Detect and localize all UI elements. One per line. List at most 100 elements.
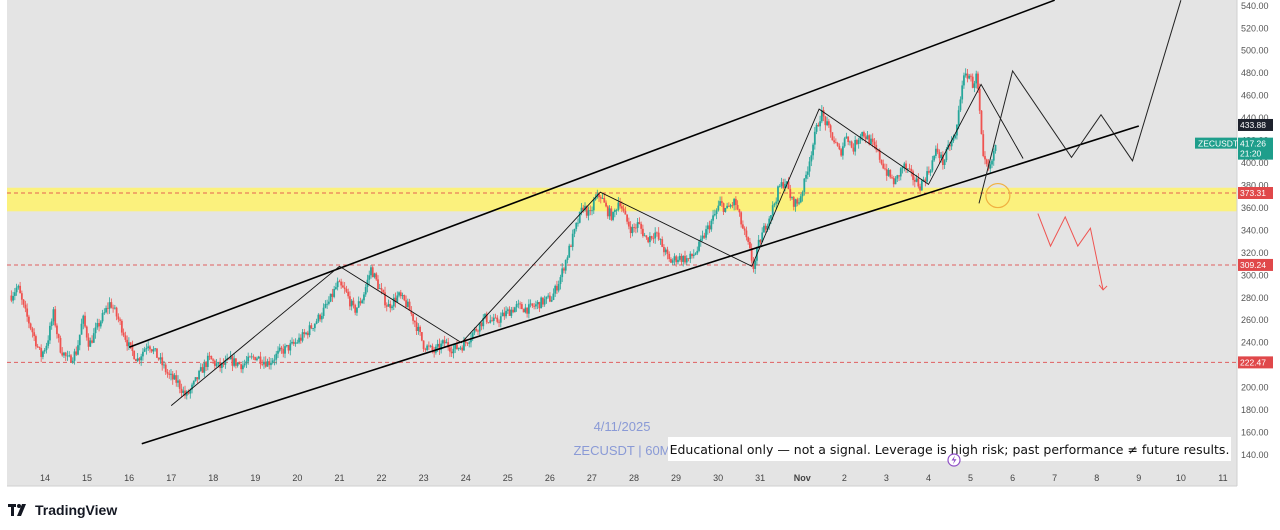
candle-147	[268, 356, 271, 370]
candle-125	[229, 350, 232, 360]
candle-157	[285, 344, 288, 348]
candle-body	[868, 135, 871, 145]
y-tick-label-12: 380.00	[1241, 180, 1269, 190]
candle-body	[775, 201, 778, 204]
candle-body	[13, 292, 16, 296]
candle-body	[641, 228, 644, 236]
candle-body	[636, 222, 639, 228]
candle-body	[964, 73, 967, 76]
candle-542	[961, 80, 964, 104]
candle-body	[42, 351, 44, 357]
candle-350	[624, 206, 627, 215]
candle-357	[636, 218, 639, 233]
candle-body	[587, 210, 590, 216]
candle-318	[568, 243, 571, 259]
candle-42	[84, 311, 86, 329]
x-tick-label-23: 6	[1010, 473, 1015, 483]
candle-294	[526, 307, 529, 318]
candle-259	[464, 338, 467, 347]
candle-12	[31, 326, 34, 338]
candle-137	[250, 352, 253, 360]
candle-161	[292, 339, 295, 346]
y-tick-label-3: 200.00	[1241, 383, 1269, 393]
candle-body	[520, 304, 523, 310]
candle-307	[549, 292, 551, 303]
candle-291	[520, 301, 523, 310]
forecast-down-arrowhead	[1098, 284, 1108, 291]
candle-body	[745, 230, 748, 238]
candle-449	[798, 197, 800, 206]
candle-body	[317, 314, 320, 322]
candle-body	[240, 364, 243, 370]
candle-87	[163, 360, 165, 369]
candle-204	[368, 270, 371, 286]
candle-body	[442, 340, 444, 344]
candle-body	[70, 355, 72, 363]
candle-356	[634, 223, 637, 234]
candle-body	[910, 168, 913, 172]
candle-body	[420, 332, 423, 341]
candle-body	[350, 300, 353, 307]
candle-body	[487, 322, 490, 324]
candle-body	[594, 197, 597, 200]
candle-body	[489, 320, 492, 323]
candle-body	[764, 225, 767, 230]
candle-body	[273, 359, 276, 361]
candle-156	[284, 343, 286, 359]
tradingview-brand[interactable]: TradingView	[8, 500, 117, 520]
candle-body	[99, 321, 102, 327]
candle-body	[234, 358, 237, 366]
candle-319	[570, 244, 572, 248]
candle-body	[133, 350, 136, 360]
candle-468	[831, 132, 834, 141]
candle-20	[45, 342, 48, 354]
candle-558	[989, 161, 992, 173]
candle-486	[863, 130, 865, 139]
candle-body	[194, 377, 197, 381]
candle-336	[599, 195, 602, 204]
candle-body	[992, 150, 995, 161]
candle-body	[794, 199, 797, 207]
time-axis-background	[0, 486, 1280, 530]
candle-body	[471, 332, 474, 339]
candle-body	[978, 88, 981, 111]
candle-50	[98, 318, 100, 332]
candle-body	[387, 303, 390, 307]
candle-146	[266, 358, 269, 367]
candle-body	[789, 189, 792, 199]
candle-body	[724, 207, 727, 212]
candle-body	[510, 309, 513, 316]
candle-436	[775, 197, 778, 210]
candle-43	[85, 325, 88, 341]
candle-body	[494, 317, 497, 319]
candle-281	[503, 307, 506, 320]
candle-body	[320, 315, 323, 320]
candle-body	[603, 197, 606, 203]
candle-285	[510, 306, 513, 319]
candle-body	[950, 140, 953, 147]
candle-body	[347, 291, 350, 297]
candle-230	[413, 320, 416, 328]
candle-body	[934, 148, 937, 156]
candle-body	[10, 295, 13, 301]
candle-body	[824, 116, 827, 126]
candle-body	[726, 205, 729, 208]
candle-body	[722, 203, 725, 212]
candle-body	[254, 357, 257, 361]
time-axis[interactable]: 14 15 16 17 18 19 20 21 22 23 24 25 26 27 28 29 30 31 Nov 2…	[0, 473, 1280, 530]
candle-body	[82, 315, 85, 324]
candle-163	[296, 339, 299, 344]
candle-body	[549, 295, 551, 302]
replay-icon[interactable]	[947, 453, 961, 467]
wave-pattern	[170, 83, 1024, 406]
candle-101	[187, 389, 190, 395]
candle-body	[73, 351, 76, 361]
candle-body	[324, 303, 327, 308]
candle-body	[457, 347, 460, 350]
plot-area[interactable]	[7, 0, 1237, 486]
candle-body	[570, 245, 572, 247]
candle-body	[601, 197, 604, 199]
candle-186	[336, 277, 339, 291]
candle-59	[113, 304, 116, 310]
